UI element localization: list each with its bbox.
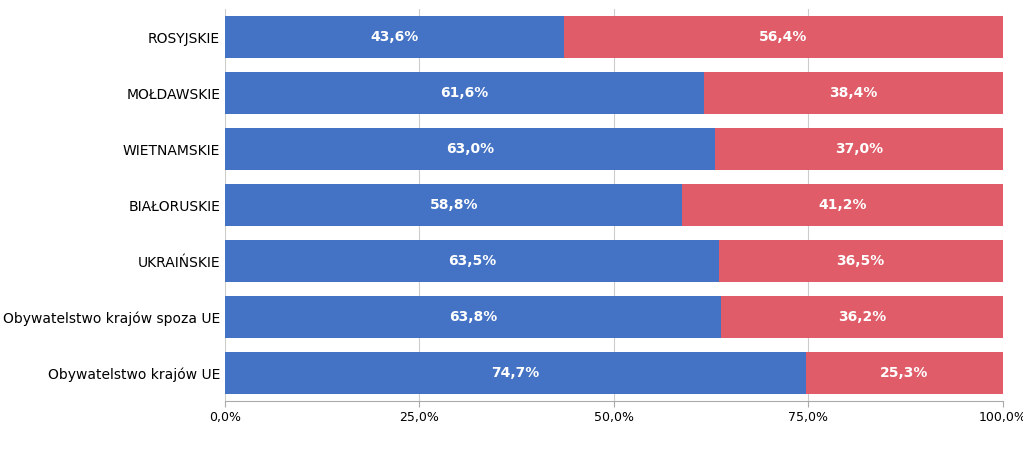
Text: 63,8%: 63,8% — [449, 310, 497, 324]
Bar — [225, 184, 682, 226]
Text: 63,0%: 63,0% — [446, 142, 494, 156]
Text: 63,5%: 63,5% — [448, 254, 496, 268]
Bar — [225, 352, 806, 394]
Bar — [225, 16, 564, 58]
Bar — [719, 240, 1003, 282]
Text: 61,6%: 61,6% — [440, 86, 489, 100]
Text: 36,5%: 36,5% — [837, 254, 885, 268]
Bar — [715, 128, 1003, 170]
Bar — [704, 72, 1003, 114]
Text: 37,0%: 37,0% — [835, 142, 883, 156]
Text: 25,3%: 25,3% — [880, 366, 929, 380]
Bar — [806, 352, 1003, 394]
Bar — [721, 296, 1003, 338]
Bar — [564, 16, 1003, 58]
Text: 41,2%: 41,2% — [818, 198, 866, 212]
Bar — [225, 296, 721, 338]
Bar — [225, 72, 704, 114]
Text: 58,8%: 58,8% — [430, 198, 478, 212]
Text: 56,4%: 56,4% — [759, 30, 807, 44]
Bar — [682, 184, 1003, 226]
Text: 36,2%: 36,2% — [838, 310, 886, 324]
Text: 43,6%: 43,6% — [370, 30, 418, 44]
Legend: Mężzyźni, Kobiety: Mężzyźni, Kobiety — [515, 459, 713, 461]
Text: 74,7%: 74,7% — [491, 366, 539, 380]
Text: 38,4%: 38,4% — [829, 86, 878, 100]
Bar — [225, 240, 719, 282]
Bar — [225, 128, 715, 170]
